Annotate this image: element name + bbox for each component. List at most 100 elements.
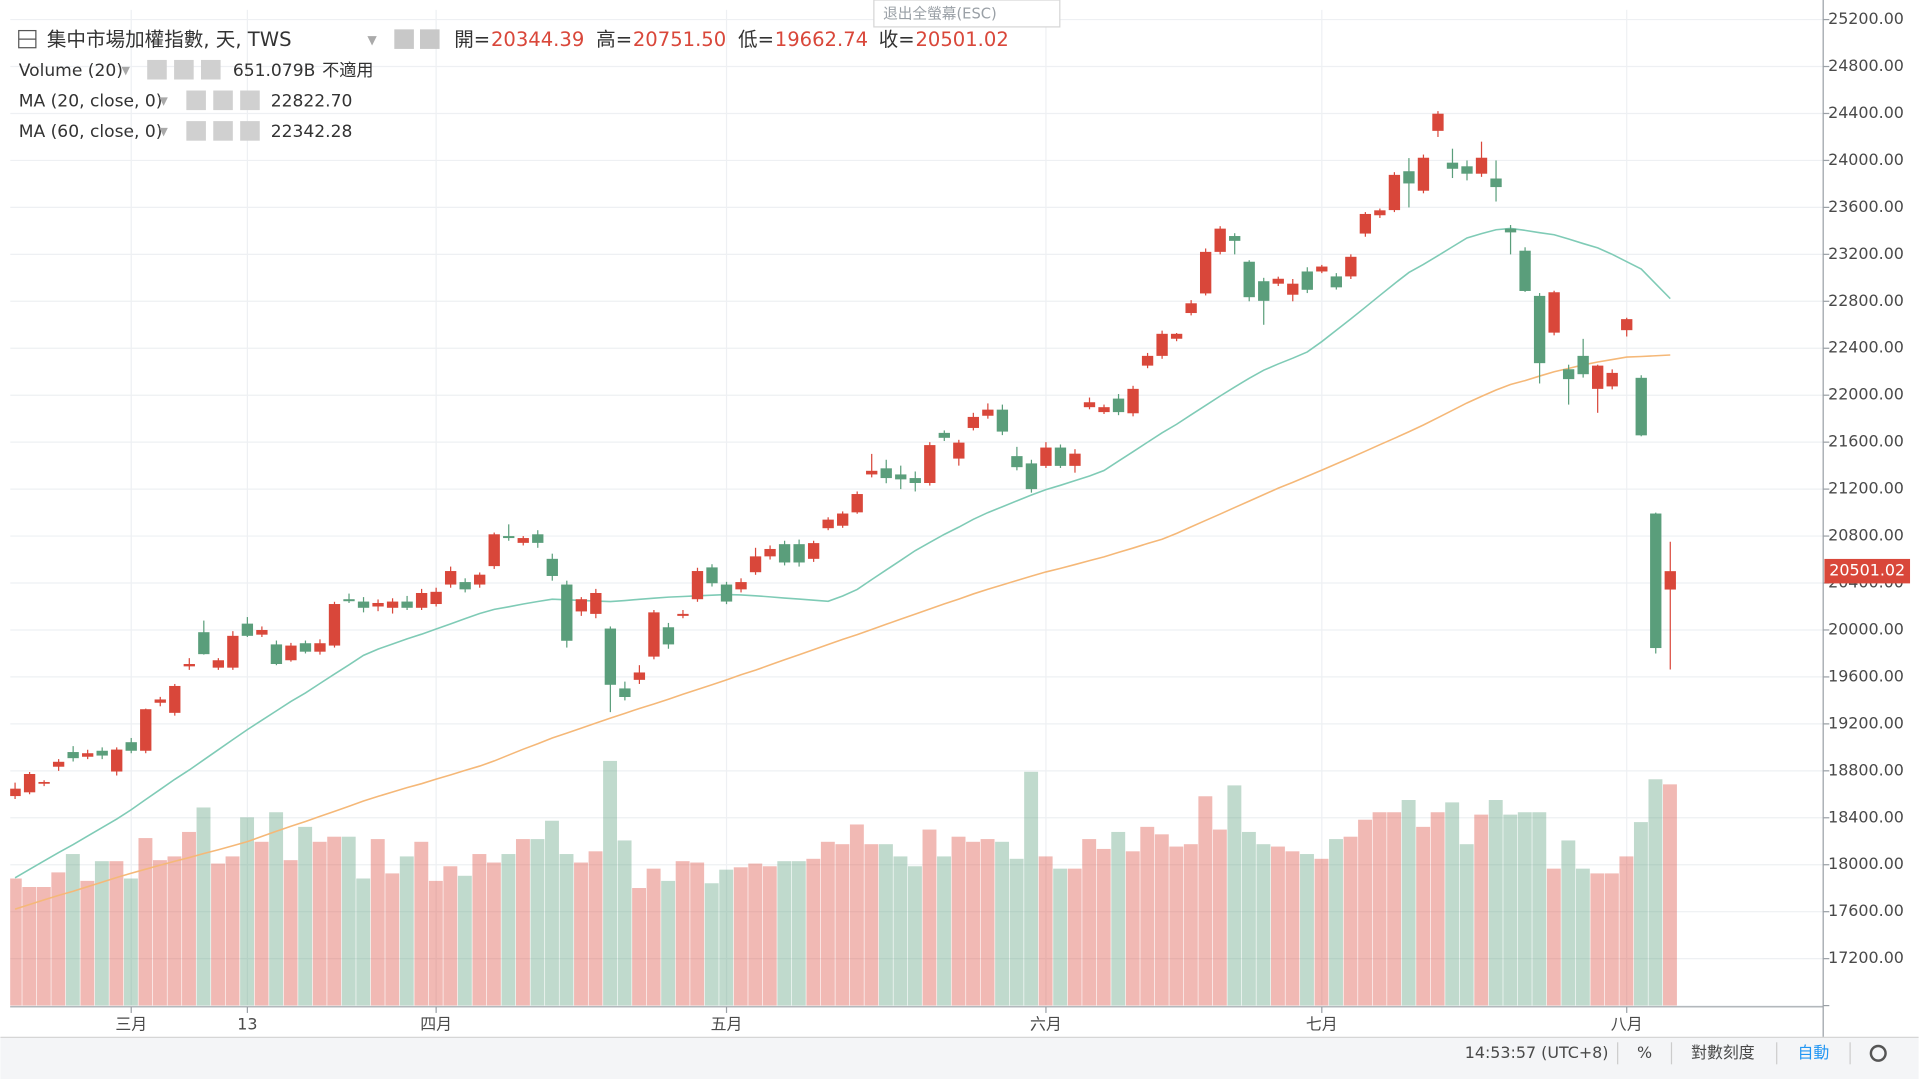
candle-body <box>1185 303 1197 314</box>
volume-bar <box>109 861 124 1006</box>
volume-bar <box>1575 868 1590 1006</box>
dropdown-arrow[interactable]: ▼ <box>122 64 131 77</box>
candle-body <box>1083 402 1096 408</box>
candle-body <box>778 544 791 563</box>
candle-body <box>1533 295 1546 364</box>
candle-body <box>633 672 646 680</box>
percent-toggle[interactable]: % <box>1637 1043 1652 1062</box>
settings-icon[interactable] <box>1869 1044 1887 1062</box>
candle-body <box>1475 157 1488 174</box>
ma-lines <box>14 227 1671 910</box>
volume-bar <box>1024 771 1039 1006</box>
dropdown-arrow[interactable]: ▼ <box>159 95 168 108</box>
candle-body <box>691 571 704 600</box>
exit-fullscreen-button[interactable] <box>873 0 1061 28</box>
candle-body <box>1374 210 1386 216</box>
low-label: 低= <box>738 28 774 51</box>
volume-bar <box>1358 819 1373 1006</box>
auto-scale-toggle[interactable]: 自動 <box>1798 1043 1830 1062</box>
close-icon[interactable] <box>240 90 260 111</box>
candle-body <box>793 544 805 563</box>
volume-bar <box>661 880 676 1006</box>
volume-bar <box>501 854 516 1006</box>
gear-icon[interactable] <box>213 121 233 141</box>
volume-bar <box>1212 829 1227 1006</box>
ma20-legend: MA (20, close, 0) <box>19 92 163 112</box>
volume-bar <box>1648 779 1663 1006</box>
volume-bar <box>617 840 632 1006</box>
candle-body <box>996 409 1009 432</box>
y-tick-label: 23600.00 <box>1828 197 1904 216</box>
y-tick-label: 18400.00 <box>1828 807 1904 826</box>
volume-bar <box>878 844 893 1006</box>
x-tick-label: 六月 <box>1030 1015 1062 1034</box>
y-tick-label: 23200.00 <box>1828 244 1904 263</box>
candle-body <box>590 592 602 614</box>
candle-body <box>343 599 355 602</box>
volume-bar <box>559 854 574 1006</box>
log-scale-toggle[interactable]: 對數刻度 <box>1691 1043 1755 1062</box>
volume-bar <box>849 824 864 1006</box>
candle-body <box>1258 281 1270 301</box>
candle-body <box>1461 166 1473 174</box>
close-value: 20501.02 <box>915 28 1008 51</box>
candle-body <box>459 582 471 590</box>
eye-icon[interactable] <box>186 121 206 141</box>
candle-body <box>314 643 326 652</box>
volume-bar <box>80 880 95 1006</box>
gear-icon[interactable] <box>420 29 440 49</box>
gear-icon[interactable] <box>213 90 233 111</box>
volume-bar <box>1532 812 1547 1006</box>
volume-bar <box>1604 873 1619 1006</box>
price-axis: 25200.00 24800.00 24400.00 24000.00 23600.00… <box>1823 9 1911 1007</box>
candle-body <box>1606 372 1618 387</box>
volume-bar <box>10 878 22 1006</box>
close-icon[interactable] <box>201 59 221 80</box>
volume-bar <box>153 860 167 1006</box>
volume-bar <box>1198 796 1213 1006</box>
volume-bar <box>1372 812 1387 1006</box>
volume-bar <box>312 841 327 1006</box>
volume-bar <box>806 858 821 1006</box>
eye-icon[interactable] <box>147 59 167 80</box>
x-tick-label: 八月 <box>1611 1015 1643 1034</box>
candle-body <box>1214 228 1226 252</box>
y-tick-label: 25200.00 <box>1828 9 1904 28</box>
volume-bar <box>704 883 719 1006</box>
candle-body <box>1011 456 1023 468</box>
candle-body <box>749 556 762 573</box>
volume-bar <box>574 862 588 1006</box>
volume-bar <box>980 839 995 1006</box>
dropdown-arrow[interactable]: ▼ <box>367 33 377 47</box>
close-icon[interactable] <box>240 121 260 141</box>
candle-body <box>807 543 820 559</box>
volume-bar <box>298 826 313 1006</box>
candle-body <box>1650 513 1662 649</box>
exit-fullscreen-label: 退出全螢幕(ESC) <box>883 5 997 23</box>
volume-bar <box>1387 812 1402 1006</box>
candle-body <box>720 584 733 602</box>
candle-body <box>1243 261 1255 298</box>
dropdown-arrow[interactable]: ▼ <box>159 125 168 138</box>
candle-body <box>938 432 950 438</box>
candle-body <box>52 761 65 767</box>
symbol-title: 集中市場加權指數, 天, TWS <box>47 28 292 51</box>
volume-bar <box>123 878 138 1006</box>
gear-icon[interactable] <box>174 59 194 80</box>
eye-icon[interactable] <box>186 90 206 111</box>
volume-bar <box>1503 814 1518 1006</box>
volume-bar <box>269 812 284 1006</box>
y-tick-label: 24800.00 <box>1828 56 1904 75</box>
candle-body <box>1287 283 1299 295</box>
candle-body <box>619 688 631 697</box>
eye-icon[interactable] <box>394 29 414 49</box>
high-value: 20751.50 <box>633 28 726 51</box>
high-label: 高= <box>596 28 632 51</box>
volume-bar <box>1227 785 1242 1006</box>
volume-bar <box>1314 858 1329 1006</box>
volume-bar <box>835 844 850 1006</box>
candle-body <box>198 632 210 655</box>
volume-bar <box>1082 839 1097 1006</box>
candle-body <box>169 685 181 713</box>
y-tick-label: 22400.00 <box>1828 338 1904 357</box>
